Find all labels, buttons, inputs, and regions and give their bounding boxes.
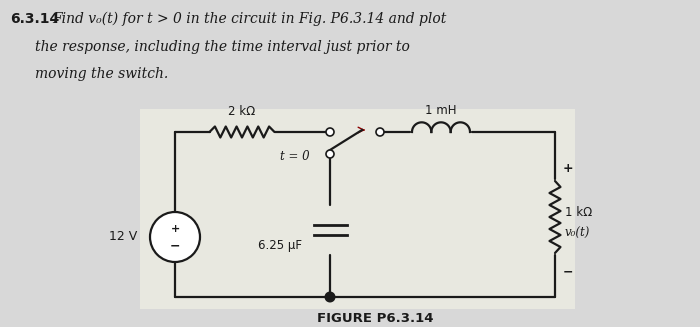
Circle shape xyxy=(326,128,334,136)
Text: the response, including the time interval just prior to: the response, including the time interva… xyxy=(35,40,410,54)
Text: 1 mH: 1 mH xyxy=(426,104,456,117)
Text: 6.3.14: 6.3.14 xyxy=(10,12,60,26)
Circle shape xyxy=(326,150,334,158)
Circle shape xyxy=(150,212,200,262)
Text: 12 V: 12 V xyxy=(108,231,137,244)
Text: 2 kΩ: 2 kΩ xyxy=(228,105,256,118)
Text: 1 kΩ: 1 kΩ xyxy=(565,205,592,218)
Text: −: − xyxy=(169,239,181,252)
Text: +: + xyxy=(563,163,573,176)
Text: Find v₀(t) for t > 0 in the circuit in Fig. P6.3.14 and plot: Find v₀(t) for t > 0 in the circuit in F… xyxy=(52,12,447,26)
Text: FIGURE P6.3.14: FIGURE P6.3.14 xyxy=(316,312,433,325)
Text: 6.25 μF: 6.25 μF xyxy=(258,239,302,252)
Text: −: − xyxy=(563,266,573,279)
Text: t = 0: t = 0 xyxy=(280,149,309,163)
Text: moving the switch.: moving the switch. xyxy=(35,67,168,81)
Circle shape xyxy=(376,128,384,136)
FancyBboxPatch shape xyxy=(140,109,575,309)
Circle shape xyxy=(326,292,335,302)
Text: +: + xyxy=(170,224,180,234)
Text: v₀(t): v₀(t) xyxy=(565,227,590,239)
